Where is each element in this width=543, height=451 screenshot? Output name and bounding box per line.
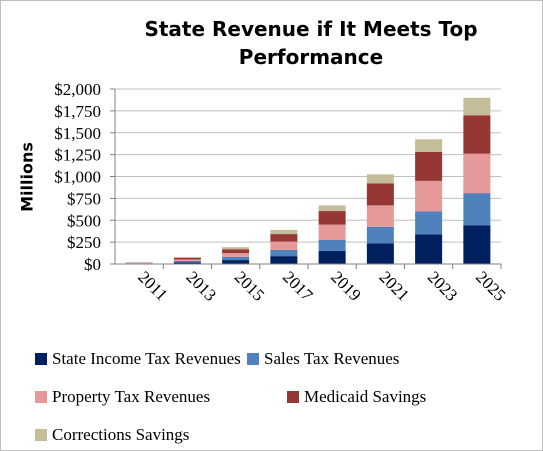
y-tick-label: $500 — [67, 211, 101, 230]
legend-item: Corrections Savings — [35, 425, 189, 445]
y-tick-label: $250 — [67, 233, 101, 252]
legend-item: Sales Tax Revenues — [247, 349, 399, 369]
bar-segment — [318, 211, 346, 225]
chart-title: State Revenue if It Meets Top Performanc… — [144, 17, 478, 69]
legend-item: Property Tax Revenues — [35, 387, 210, 407]
bar-segment — [366, 243, 394, 264]
bar-segment — [463, 153, 491, 194]
bar-segment — [415, 211, 443, 235]
y-tick-label: $1,500 — [54, 124, 101, 143]
bar-segment — [415, 139, 443, 152]
legend-label: State Income Tax Revenues — [52, 349, 241, 368]
chart-plot: $0 $250 $500 $750 $1,000 $1,250 $1,500 $1,750 $2… — [54, 80, 510, 305]
bar-segment — [270, 234, 298, 242]
bar-segment — [366, 226, 394, 244]
bar-segment — [173, 257, 201, 258]
axes — [114, 89, 501, 265]
x-tick-label: 2015 — [231, 267, 268, 304]
legend-label: Corrections Savings — [52, 425, 190, 444]
bar-segment — [366, 183, 394, 206]
bar-segment — [173, 262, 201, 264]
bar-segment — [173, 260, 201, 263]
bar-segment — [270, 256, 298, 264]
bar-segment — [318, 250, 346, 264]
legend-item: Medicaid Savings — [287, 387, 426, 407]
bar-segment — [270, 241, 298, 250]
bar-segment — [173, 259, 201, 261]
bar-segment — [463, 225, 491, 264]
bar-segment — [318, 205, 346, 212]
x-axis-ticks: 2011 2013 2015 2017 2019 2021 2023 2025 — [134, 264, 510, 305]
bar-segment — [415, 234, 443, 264]
bar-segment — [222, 260, 250, 264]
bar-segment — [270, 249, 298, 257]
bar-segment — [222, 247, 250, 250]
legend: State Income Tax Revenues Sales Tax Reven… — [35, 343, 535, 449]
bar-segment — [222, 249, 250, 254]
bar-segment — [366, 205, 394, 227]
y-tick-label: $1,750 — [54, 102, 101, 121]
y-tick-label: $750 — [67, 189, 101, 208]
x-tick-label: 2019 — [327, 267, 364, 304]
x-tick-label: 2013 — [183, 267, 220, 304]
bar-segment — [415, 152, 443, 181]
y-tick-label: $1,000 — [54, 168, 101, 187]
legend-item: State Income Tax Revenues — [35, 349, 241, 369]
y-tick-label: $1,250 — [54, 146, 101, 165]
legend-swatch — [247, 353, 259, 365]
bar-segment — [366, 174, 394, 184]
legend-label: Sales Tax Revenues — [264, 349, 400, 368]
bar-segment — [318, 224, 346, 240]
bar-segment — [318, 239, 346, 251]
bar-segment — [222, 256, 250, 261]
x-tick-label: 2017 — [279, 267, 317, 305]
y-tick-label: $0 — [84, 255, 101, 274]
bar-segment — [463, 115, 491, 154]
x-tick-label: 2021 — [376, 267, 413, 304]
bar-segment — [270, 229, 298, 235]
gridlines — [115, 88, 501, 243]
bar-stacks — [125, 97, 491, 264]
x-tick-label: 2023 — [424, 267, 461, 304]
legend-label: Property Tax Revenues — [52, 387, 211, 406]
bar-segment — [415, 180, 443, 212]
legend-label: Medicaid Savings — [304, 387, 427, 406]
x-tick-label: 2011 — [134, 267, 171, 304]
bar-segment — [173, 257, 201, 260]
y-axis-ticks: $0 $250 $500 $750 $1,000 $1,250 $1,500 $1,750 $2… — [54, 80, 115, 274]
legend-swatch — [35, 391, 47, 403]
legend-swatch — [287, 391, 299, 403]
x-tick-label: 2025 — [472, 267, 509, 304]
bar-segment — [463, 193, 491, 226]
bar-segment — [222, 253, 250, 257]
legend-swatch — [35, 429, 47, 441]
legend-swatch — [35, 353, 47, 365]
y-tick-label: $2,000 — [54, 80, 101, 99]
bar-segment — [463, 97, 491, 116]
